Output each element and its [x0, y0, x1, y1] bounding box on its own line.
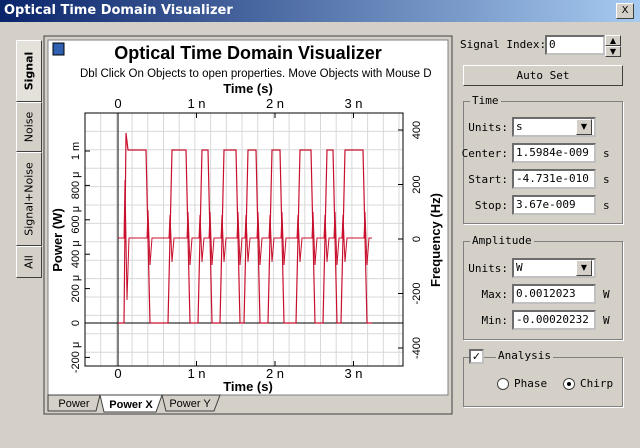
left-tick-label: 800 μ	[70, 172, 82, 200]
left-tick-label: 1 m	[70, 142, 82, 160]
auto-set-button[interactable]: Auto Set	[463, 65, 623, 86]
plot-hint: Dbl Click On Objects to open properties.…	[80, 68, 432, 80]
field-input[interactable]: 0.0012023	[512, 284, 596, 304]
plot-icon	[52, 42, 65, 56]
right-tick-label: 200	[411, 175, 423, 193]
radio-button[interactable]	[563, 378, 575, 390]
radio-dot	[567, 382, 571, 386]
spin-up[interactable]: ▲	[605, 35, 621, 46]
power-trace	[118, 132, 372, 324]
left-tick-label: 0	[70, 320, 82, 326]
left-tick-label: 600 μ	[70, 206, 82, 234]
side-tab[interactable]: All	[16, 246, 42, 278]
units-select[interactable]: W	[512, 258, 596, 278]
radio-label: Chirp	[580, 377, 614, 390]
left-tick-label: 400 μ	[70, 240, 82, 268]
right-tick-label: -200	[411, 282, 423, 304]
analysis-checkbox[interactable]: ✓	[469, 349, 484, 364]
right-tick-label: -400	[411, 337, 423, 359]
top-tick-label: 2 n	[266, 96, 284, 111]
chirp-trace	[118, 179, 372, 301]
field-label: Max:	[481, 288, 509, 301]
left-axis-label: Power (W)	[50, 208, 65, 272]
signal-index-label: Signal Index:	[460, 38, 547, 51]
bottom-tick-label: 1 n	[187, 366, 205, 381]
field-input[interactable]: 1.5984e-009	[512, 143, 596, 163]
top-tick-label: 1 n	[187, 96, 205, 111]
bottom-axis-label: Time (s)	[223, 379, 273, 394]
radio-label: Phase	[514, 377, 548, 390]
window-title: Optical Time Domain Visualizer	[4, 3, 233, 18]
right-tick-label: 400	[411, 121, 423, 139]
signal-index-input[interactable]: 0	[545, 35, 605, 55]
field-input[interactable]: -4.731e-010	[512, 169, 596, 189]
side-tab[interactable]: Noise	[16, 102, 42, 152]
field-label: Units:	[468, 121, 508, 134]
field-input[interactable]: -0.00020232	[512, 310, 596, 330]
top-tick-label: 3 n	[344, 96, 362, 111]
plot-canvas	[47, 39, 449, 396]
amplitude-group	[463, 241, 623, 340]
field-unit: s	[603, 199, 610, 212]
plot-tab[interactable]	[47, 394, 101, 412]
plot-title: Optical Time Domain Visualizer	[114, 43, 381, 63]
spin-down[interactable]: ▼	[605, 46, 621, 57]
field-unit: W	[603, 288, 610, 301]
left-tick-label: 200 μ	[70, 275, 82, 303]
plot-tab-label: Power X	[109, 399, 153, 411]
dropdown-arrow[interactable]: ▼	[576, 119, 592, 135]
field-unit: W	[603, 314, 610, 327]
dropdown-arrow[interactable]: ▼	[576, 260, 592, 276]
right-axis-label: Frequency (Hz)	[428, 193, 443, 287]
field-input[interactable]: 3.67e-009	[512, 195, 596, 215]
side-tab[interactable]: Signal	[16, 40, 42, 102]
field-label: Stop:	[474, 199, 508, 212]
title-bar: Optical Time Domain Visualizer	[0, 0, 640, 22]
side-tab[interactable]: Signal+Noise	[16, 152, 42, 246]
group-title: Time	[470, 94, 501, 107]
time-group	[463, 101, 623, 224]
close-button[interactable]: X	[616, 3, 634, 19]
plot-tab-label: Power	[58, 398, 90, 410]
field-unit: s	[603, 147, 610, 160]
top-axis-label: Time (s)	[223, 81, 273, 96]
plot-tab-label: Power Y	[169, 398, 211, 410]
bottom-tick-label: 0	[114, 366, 121, 381]
left-tick-label: -200 μ	[70, 342, 82, 373]
plot-tab[interactable]	[99, 394, 163, 413]
units-select[interactable]: s	[512, 117, 596, 137]
bottom-tick-label: 3 n	[344, 366, 362, 381]
field-unit: s	[603, 173, 610, 186]
radio-button[interactable]	[497, 378, 509, 390]
field-label: Start:	[468, 173, 508, 186]
analysis-label: Analysis	[496, 349, 553, 362]
top-tick-label: 0	[114, 96, 121, 111]
field-label: Center:	[461, 147, 508, 160]
field-label: Units:	[468, 262, 508, 275]
field-label: Min:	[481, 314, 509, 327]
right-tick-label: 0	[411, 236, 423, 242]
plot-tab[interactable]	[161, 394, 221, 412]
group-title: Amplitude	[470, 234, 534, 247]
bottom-tick-label: 2 n	[266, 366, 284, 381]
